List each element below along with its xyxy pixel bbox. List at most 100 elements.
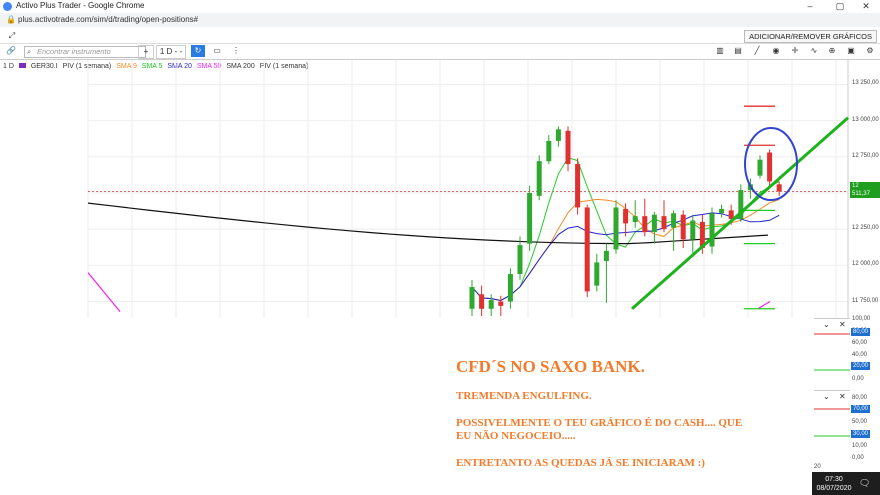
indicator-tick: 60,00 <box>852 340 868 346</box>
notification-icon[interactable]: 🗨 <box>859 478 871 488</box>
sma50-line <box>757 301 771 310</box>
zoom-icon[interactable]: ⊕ <box>828 46 836 55</box>
system-clock[interactable]: 07:30 08/07/2020 <box>816 475 852 493</box>
price-tick: 12 750,00 <box>852 152 879 159</box>
top-toolbar <box>0 28 880 44</box>
overlay-heading: CFD´S NO SAXO BANK. <box>456 357 645 376</box>
minimize-button[interactable]: – <box>807 1 813 11</box>
indicator-tick: 50,00 <box>852 419 868 425</box>
candle-body <box>498 301 504 306</box>
add-remove-charts-button[interactable]: ADICIONAR/REMOVER GRÁFICOS <box>744 30 877 43</box>
candle-body <box>527 193 533 244</box>
settings-icon[interactable]: ⚙ <box>866 46 874 55</box>
camera-icon[interactable]: ▣ <box>847 46 855 55</box>
candle-body <box>555 129 561 141</box>
current-price-label: 12 511,37 <box>850 182 880 198</box>
close-panel-1-button[interactable]: ✕ <box>839 320 846 329</box>
system-taskbar: 07:30 08/07/2020 🗨 <box>812 472 880 495</box>
collapse-icon[interactable]: ⌄ <box>823 320 830 329</box>
indicator-panel-1 <box>814 318 850 389</box>
indicator-level-badge: 70,00 <box>851 405 871 413</box>
indicator-panel-2 <box>814 390 850 461</box>
indicator-level-badge: 20,00 <box>851 362 871 370</box>
overlay-line-2a: POSSIVELMENTE O TEU GRÁFICO É DO CASH...… <box>456 417 743 429</box>
indicator-tick: 40,00 <box>852 352 868 358</box>
maximize-button[interactable]: ▢ <box>835 1 845 11</box>
lock-icon: 🔒 <box>6 15 16 24</box>
close-panel-2-button[interactable]: ✕ <box>839 392 846 401</box>
candle-body <box>738 190 744 220</box>
indicator-level-badge: 30,00 <box>851 430 871 438</box>
candle-body <box>517 245 523 275</box>
line-chart-icon[interactable]: ∿ <box>810 46 818 55</box>
flag-icon <box>18 63 26 68</box>
candle-body <box>719 208 725 214</box>
url-text: plus.activotrade.com/sim/d/trading/open-… <box>18 15 199 24</box>
candle-body <box>594 262 600 286</box>
chart-lines <box>87 157 780 313</box>
candle-body <box>690 220 696 240</box>
legend-sma5: SMA 5 <box>141 63 163 70</box>
candle-body <box>536 161 542 196</box>
link-icon[interactable]: 🔗 <box>6 46 16 55</box>
crosshair-icon[interactable]: ✛ <box>791 46 799 55</box>
bar-chart-icon[interactable]: ▤ <box>734 46 742 55</box>
search-icon: ⌕ <box>27 47 32 56</box>
more-options-icon[interactable]: ⋮ <box>232 46 240 55</box>
price-tick: 11 750,00 <box>852 297 879 304</box>
bottom-tick: 20 <box>814 464 821 470</box>
indicators-icon[interactable]: ▥ <box>716 46 724 55</box>
instrument-search-input[interactable]: ⌕ Encontrar instrumento <box>24 46 146 58</box>
candle-body <box>565 130 571 165</box>
collapse-icon[interactable]: ⌄ <box>823 392 830 401</box>
legend-piv2: PIV (1 semana) <box>259 63 309 70</box>
trend-line <box>631 116 849 310</box>
candle-body <box>479 294 485 309</box>
expand-icon[interactable]: ⤢ <box>8 31 16 40</box>
chart-legend: 1 D GER30.I PIV (1 semana) SMA 9 SMA 5 S… <box>3 63 311 70</box>
app-icon <box>3 2 12 11</box>
indicator-level-badge: 80,00 <box>851 328 871 336</box>
candle-body <box>661 216 667 230</box>
price-tick: 13 000,00 <box>852 116 879 123</box>
price-tick: 12 250,00 <box>852 225 879 232</box>
draw-line-icon[interactable]: ╱ <box>754 46 760 55</box>
candle-body <box>469 287 475 309</box>
candle-body <box>575 164 581 208</box>
candle-body <box>671 213 677 228</box>
legend-period: 1 D <box>3 63 14 70</box>
annotations <box>631 116 849 310</box>
address-bar[interactable]: 🔒 plus.activotrade.com/sim/d/trading/ope… <box>0 13 880 27</box>
candle-body <box>767 152 773 182</box>
candle-body <box>728 210 734 220</box>
candle-body <box>623 208 629 224</box>
chart-type-icon[interactable]: ▭ <box>213 46 221 55</box>
chart-toolbar <box>0 44 880 60</box>
eye-icon[interactable]: ◉ <box>772 46 780 55</box>
candle-body <box>709 213 715 247</box>
highlight-circle <box>744 127 798 202</box>
legend-symbol: GER30.I <box>30 63 58 70</box>
price-tick: 13 250,00 <box>852 80 879 87</box>
indicator-tick: 0,00 <box>852 376 864 382</box>
refresh-icon[interactable]: ↻ <box>191 45 205 57</box>
candle-body <box>642 216 648 233</box>
timeframe-selector[interactable]: 1 D - - <box>156 45 186 59</box>
candle-body <box>613 207 619 250</box>
indicator-tick: 10,00 <box>852 443 868 449</box>
overlay-line-3: ENTRETANTO AS QUEDAS JÁ SE INICIARAM :) <box>456 457 705 469</box>
candle-body <box>546 140 552 162</box>
price-tick: 12 000,00 <box>852 261 879 268</box>
legend-piv: PIV (1 semana) <box>62 63 112 70</box>
candle-body <box>680 214 686 240</box>
candle-body <box>632 216 638 222</box>
indicator-tick: 0,00 <box>852 455 864 461</box>
clock-date: 08/07/2020 <box>816 485 852 492</box>
add-instrument-button[interactable]: + <box>138 45 154 59</box>
close-window-button[interactable]: ✕ <box>862 1 870 11</box>
overlay-line-1: TREMENDA ENGULFING. <box>456 390 592 402</box>
price-chart[interactable] <box>0 60 880 318</box>
sma50-line <box>87 272 121 313</box>
legend-sma50: SMA 50 <box>196 63 222 70</box>
candle-body <box>507 274 513 302</box>
